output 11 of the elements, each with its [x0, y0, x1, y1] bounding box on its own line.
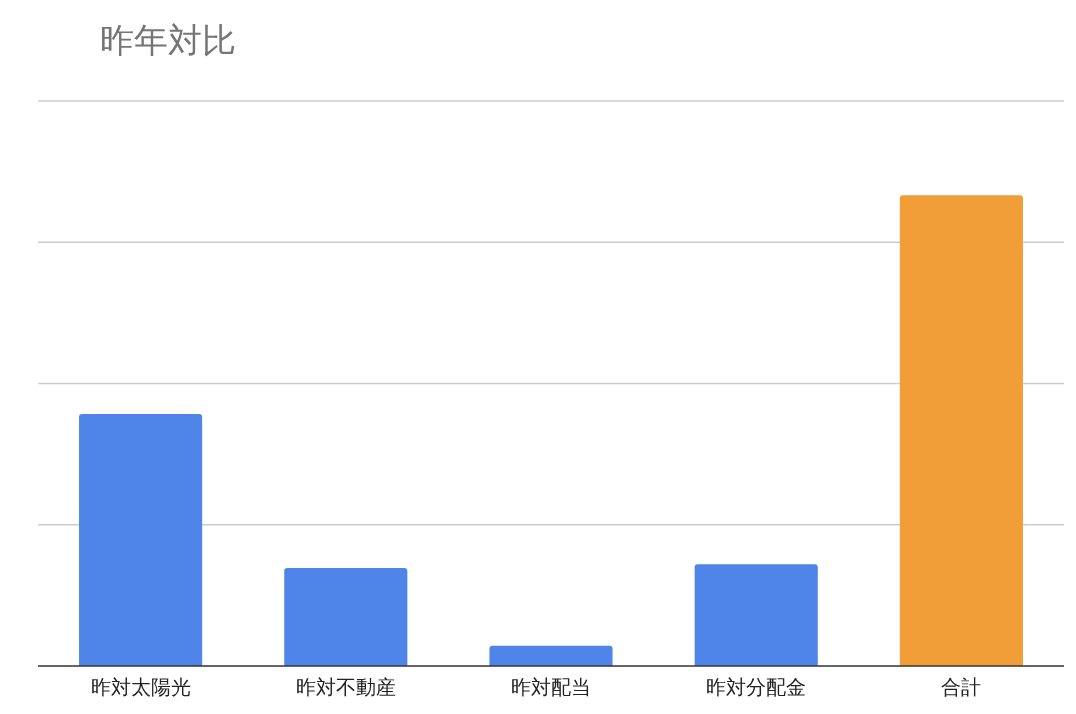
- bar: [899, 195, 1023, 666]
- bar: [284, 568, 408, 666]
- x-tick-label: 昨対配当: [511, 675, 591, 700]
- bar: [79, 414, 203, 666]
- x-tick-label: 昨対不動産: [295, 675, 396, 700]
- x-tick-label: 合計: [941, 675, 982, 700]
- chart-title: 昨年対比: [100, 19, 236, 62]
- x-tick-label: 昨対太陽光: [90, 675, 191, 700]
- bar: [489, 645, 613, 666]
- x-tick-label: 昨対分配金: [706, 675, 807, 700]
- bar: [694, 564, 818, 666]
